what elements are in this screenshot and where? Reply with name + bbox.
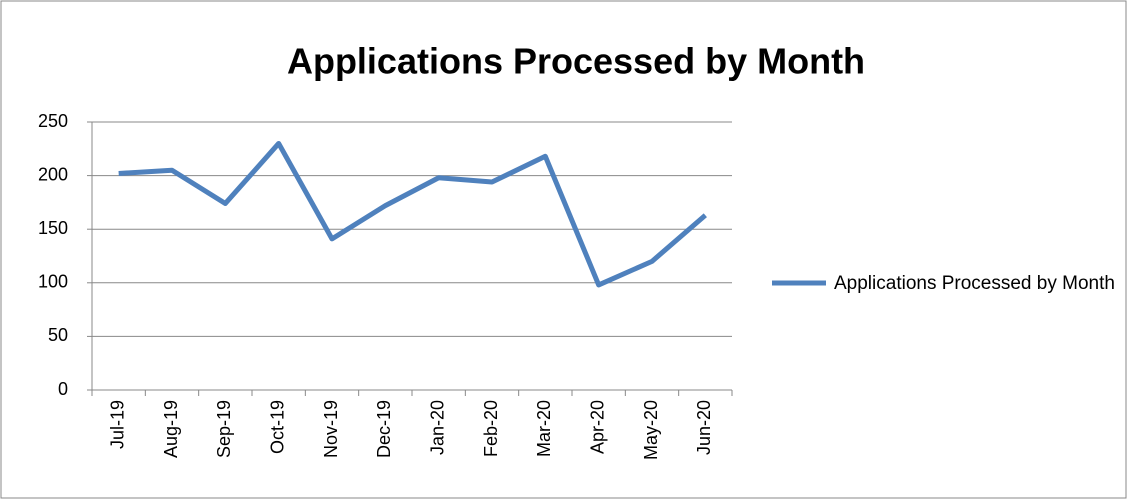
x-tick-label: Aug-19 xyxy=(161,400,181,458)
x-tick-label: Dec-19 xyxy=(374,400,394,458)
legend-label: Applications Processed by Month xyxy=(834,273,1115,294)
data-line xyxy=(118,140,707,288)
x-tick-label: May-20 xyxy=(641,400,661,460)
chart-title: Applications Processed by Month xyxy=(287,41,865,82)
x-tick-label: Feb-20 xyxy=(481,400,501,457)
x-tick-label: Jan-20 xyxy=(427,400,447,455)
y-tick-label: 250 xyxy=(38,111,68,131)
x-tick-label: Apr-20 xyxy=(587,400,607,454)
x-tick-label: Jun-20 xyxy=(694,400,714,455)
y-tick-label: 50 xyxy=(48,325,68,345)
y-tick-label: 150 xyxy=(38,218,68,238)
x-tick-label: Sep-19 xyxy=(214,400,234,458)
y-tick-label: 100 xyxy=(38,272,68,292)
x-tick-label: Jul-19 xyxy=(107,400,127,449)
x-tick-label: Nov-19 xyxy=(321,400,341,458)
y-tick-label: 0 xyxy=(58,379,68,399)
x-tick-label: Mar-20 xyxy=(534,400,554,457)
x-tick-label: Oct-19 xyxy=(267,400,287,454)
y-tick-label: 200 xyxy=(38,164,68,184)
